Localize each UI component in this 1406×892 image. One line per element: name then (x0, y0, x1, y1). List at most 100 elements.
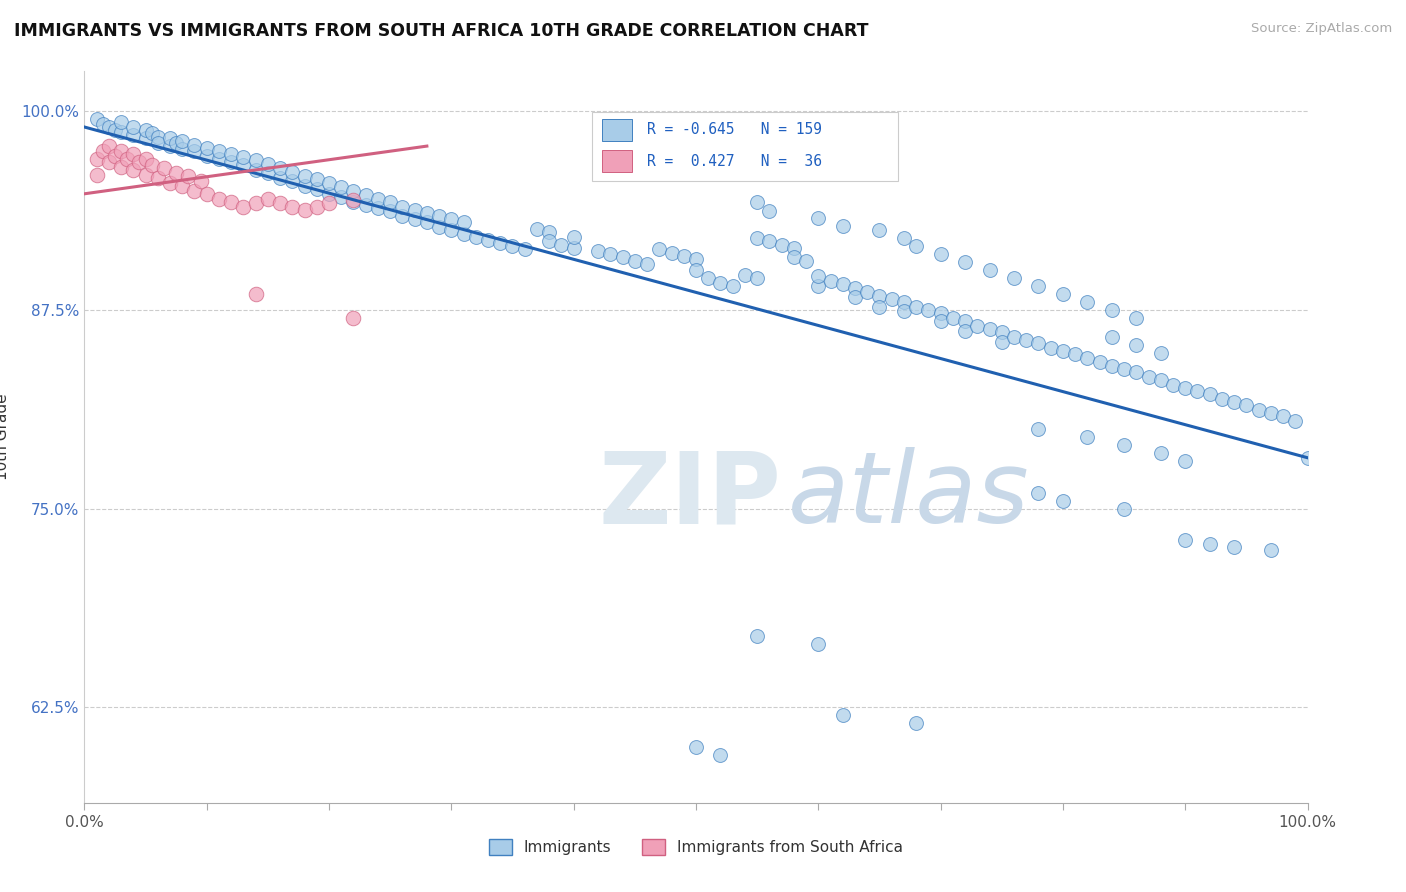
Point (245, 196, 267, 211)
Point (893, 231, 915, 245)
Point (354, 198, 377, 212)
Point (269, 161, 291, 176)
Point (354, 188, 377, 202)
Point (905, 239, 928, 253)
Point (416, 215, 439, 229)
Point (305, 172, 328, 186)
Point (807, 279, 830, 293)
Point (97, 139, 120, 153)
FancyBboxPatch shape (592, 112, 898, 181)
Point (1211, 392, 1233, 406)
Point (502, 239, 524, 253)
Point (391, 209, 413, 223)
Point (1198, 387, 1220, 401)
Point (538, 225, 561, 239)
Point (305, 182, 328, 196)
Text: IMMIGRANTS VS IMMIGRANTS FROM SOUTH AFRICA 10TH GRADE CORRELATION CHART: IMMIGRANTS VS IMMIGRANTS FROM SOUTH AFRI… (14, 22, 869, 40)
Point (219, 194, 242, 209)
Point (208, 144, 231, 158)
Point (141, 127, 163, 141)
Point (294, 202, 316, 217)
Point (183, 137, 205, 152)
Point (380, 204, 402, 219)
Point (257, 166, 280, 180)
Point (831, 708, 853, 723)
Point (685, 263, 707, 277)
Point (1260, 543, 1282, 558)
Point (661, 245, 683, 260)
Point (165, 136, 187, 150)
Point (1114, 438, 1136, 452)
Point (219, 155, 242, 169)
Point (91, 117, 114, 131)
Point (1015, 333, 1038, 347)
Point (245, 163, 267, 178)
Point (1150, 346, 1173, 360)
Text: Source: ZipAtlas.com: Source: ZipAtlas.com (1251, 22, 1392, 36)
Point (966, 318, 988, 333)
Point (257, 156, 280, 170)
Point (177, 169, 200, 184)
Point (562, 241, 585, 255)
Point (195, 141, 218, 155)
Point (342, 194, 364, 209)
Point (128, 155, 150, 169)
Point (1052, 344, 1074, 359)
FancyBboxPatch shape (602, 119, 633, 141)
Point (86, 168, 108, 182)
Point (979, 322, 1001, 336)
Point (856, 285, 879, 300)
Point (110, 160, 132, 174)
Point (721, 279, 744, 293)
Point (844, 290, 866, 304)
Point (550, 237, 572, 252)
Point (104, 148, 127, 162)
Point (1198, 536, 1220, 550)
Point (1101, 330, 1123, 344)
Point (269, 170, 291, 185)
Point (880, 292, 903, 306)
Point (183, 184, 205, 198)
Point (110, 144, 132, 158)
Point (820, 274, 842, 288)
Point (122, 128, 145, 142)
Point (141, 158, 163, 172)
Point (1137, 369, 1160, 384)
Point (245, 153, 267, 168)
Point (91, 144, 114, 158)
Point (1076, 351, 1098, 365)
Point (1125, 365, 1147, 379)
Point (165, 166, 187, 180)
Point (122, 120, 145, 134)
Point (1174, 381, 1197, 395)
Point (1076, 294, 1098, 309)
Point (991, 325, 1014, 339)
Point (477, 233, 499, 247)
Point (1125, 310, 1147, 325)
Point (1236, 398, 1258, 412)
Point (1088, 355, 1111, 369)
Point (159, 176, 181, 190)
Point (747, 271, 769, 285)
Point (526, 221, 548, 235)
Point (1028, 279, 1050, 293)
Point (342, 193, 364, 207)
Point (1174, 533, 1197, 548)
Point (159, 139, 181, 153)
Point (1028, 336, 1050, 351)
Point (953, 324, 976, 338)
Point (146, 136, 169, 150)
Point (1150, 373, 1173, 387)
Point (1260, 406, 1282, 420)
Point (513, 243, 536, 257)
Point (562, 229, 585, 244)
Point (869, 300, 891, 314)
Point (1150, 446, 1173, 460)
Point (831, 277, 853, 292)
Point (135, 152, 157, 166)
Point (1101, 359, 1123, 373)
Point (219, 147, 242, 161)
Point (783, 241, 806, 255)
Point (86, 152, 108, 166)
Point (1028, 485, 1050, 500)
